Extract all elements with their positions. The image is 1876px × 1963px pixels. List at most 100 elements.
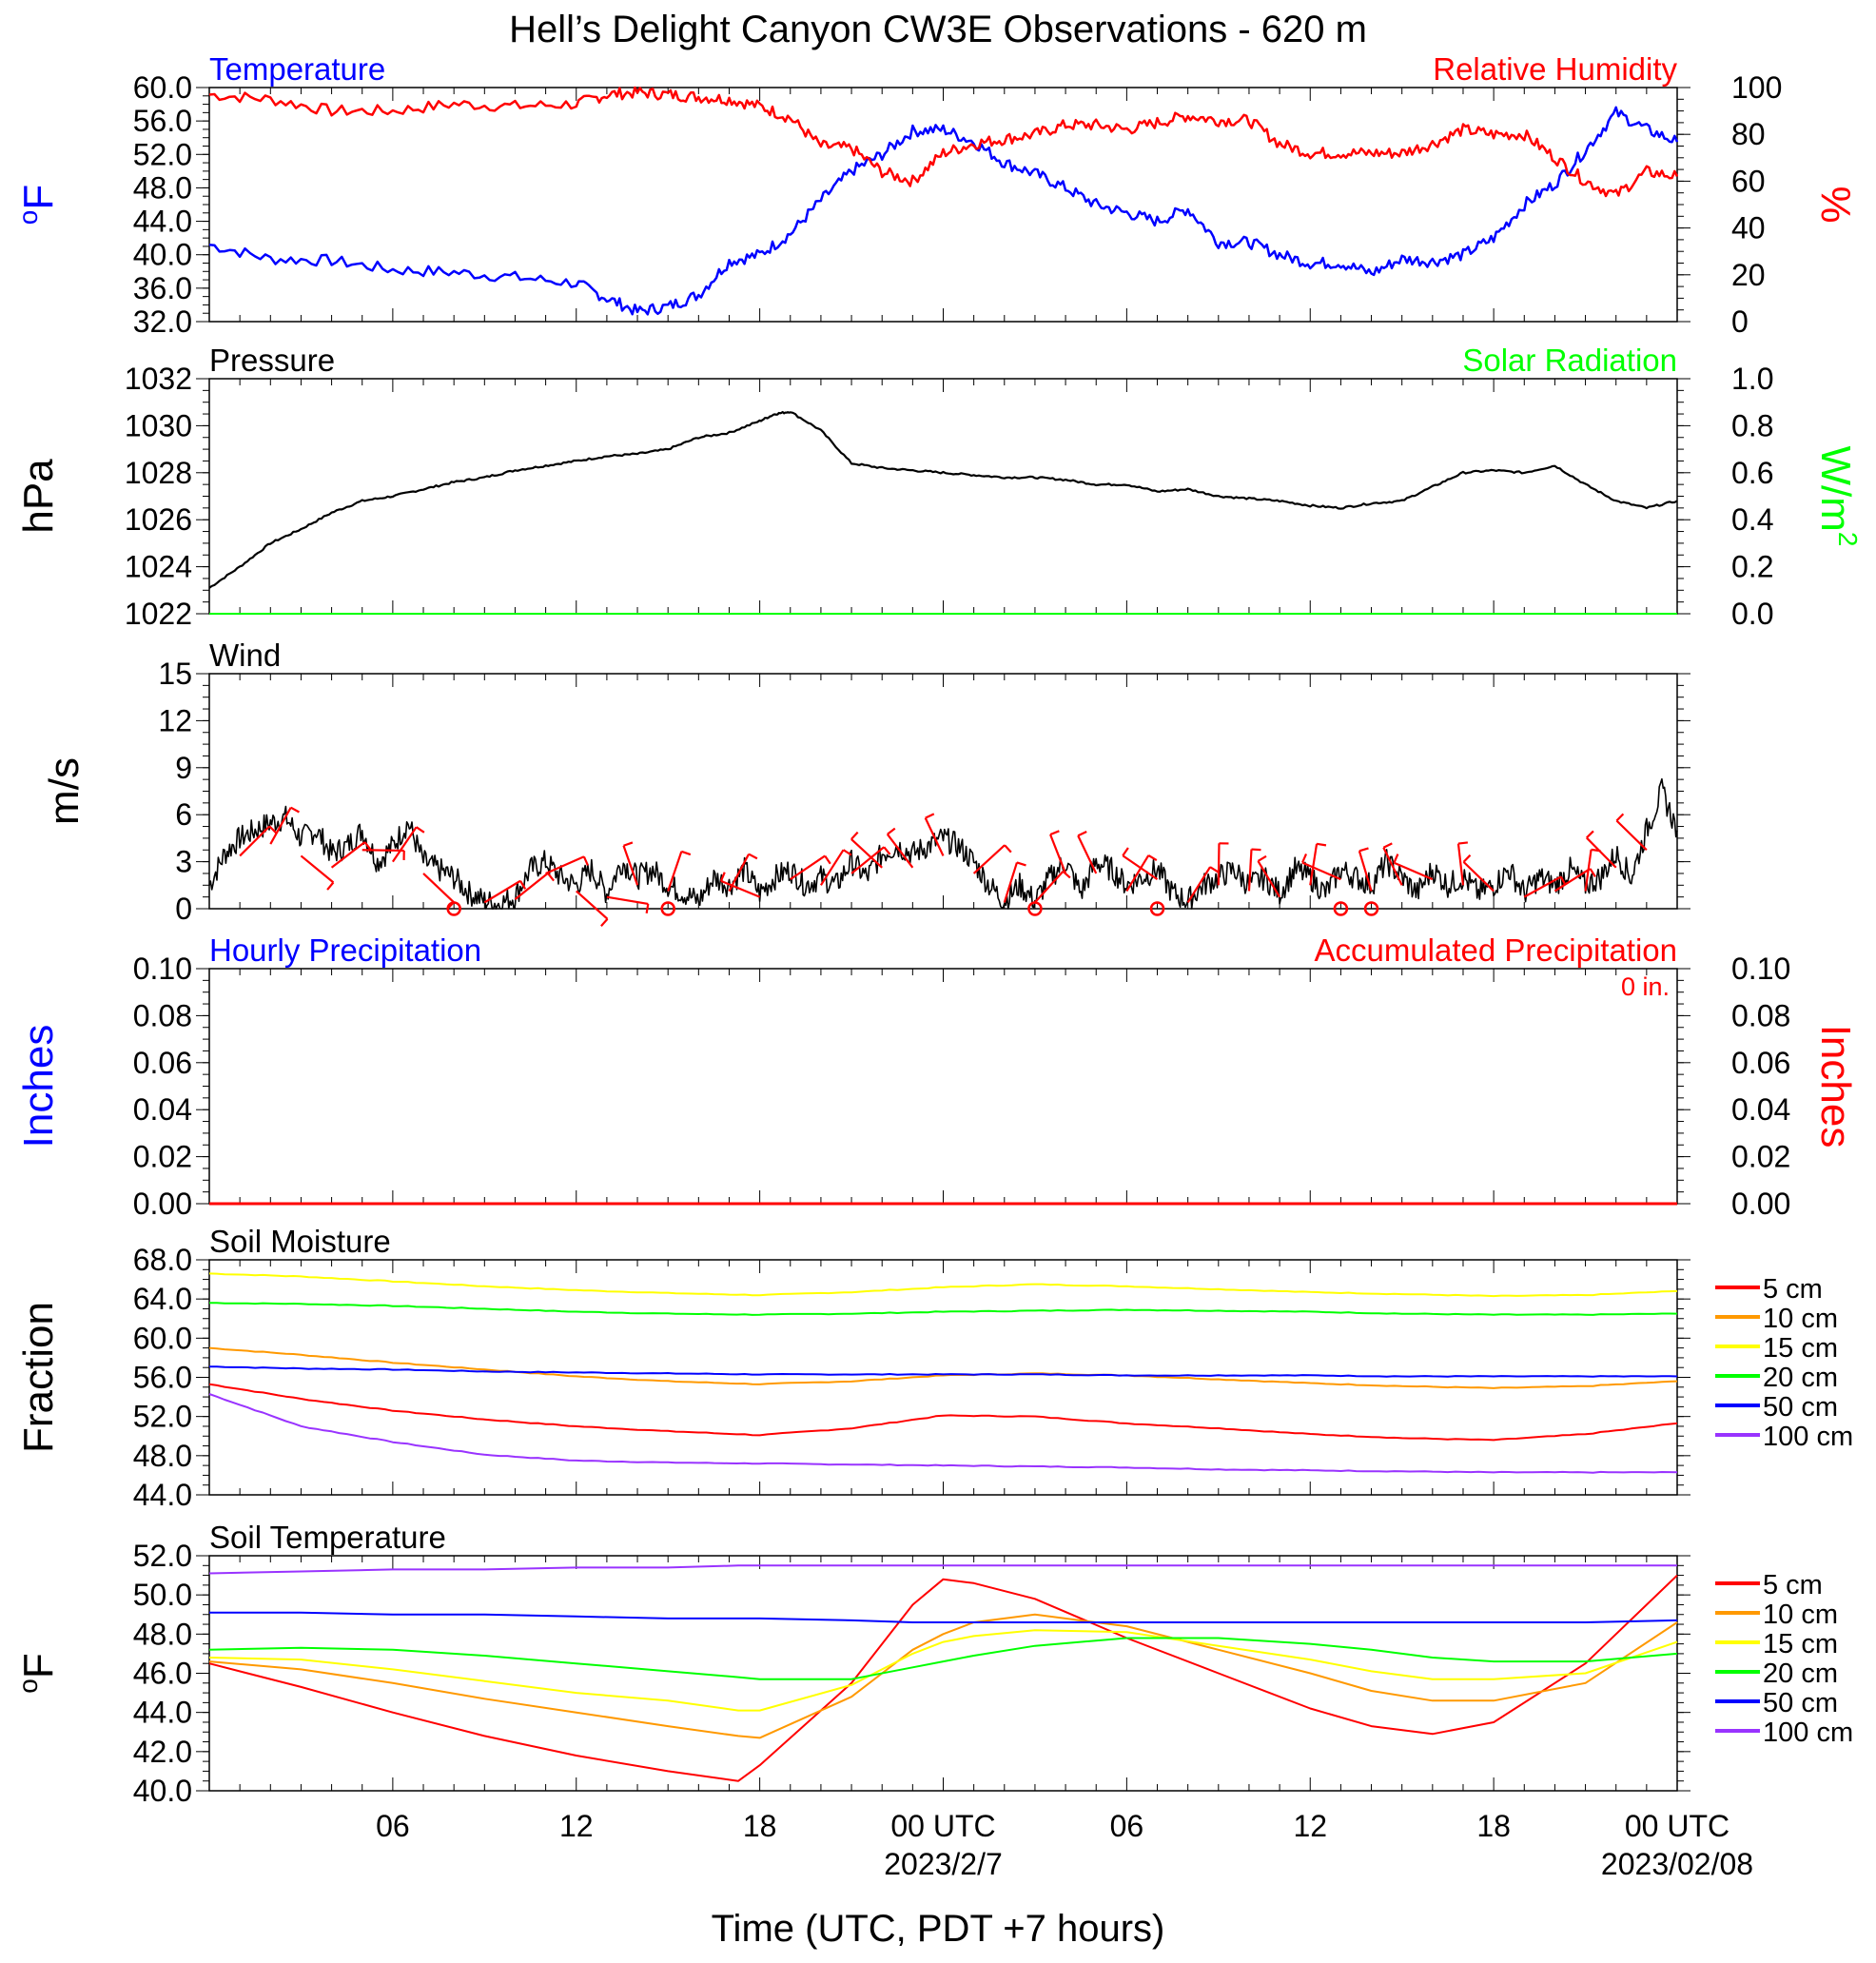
panel-4-frame xyxy=(209,969,1677,1204)
x-tick-label: 12 xyxy=(1293,1809,1327,1843)
wind-barb xyxy=(1078,835,1096,874)
panel-1-y2-tick-label: 80 xyxy=(1731,117,1766,151)
panel-1-y2-tick-label: 60 xyxy=(1731,164,1766,198)
panel-2-left-axis-label: hPa xyxy=(15,459,62,534)
panel-2-right-axis-label: W/m2 xyxy=(1812,446,1863,547)
panel-6-legend-label-5cm: 5 cm xyxy=(1763,1570,1823,1600)
panel-6-y-tick-label: 48.0 xyxy=(133,1617,192,1651)
panel-3-title: Wind xyxy=(209,638,281,673)
panel-6-y-tick-label: 52.0 xyxy=(133,1539,192,1573)
soil-moisture-15cm xyxy=(209,1273,1677,1296)
wind-barb-flag xyxy=(1123,848,1128,855)
pressure-series xyxy=(209,412,1677,588)
wind-barb xyxy=(607,897,648,904)
date-label: 2023/2/7 xyxy=(884,1847,1003,1881)
axis-label-text: oF xyxy=(13,1653,62,1693)
panel-2-y2-tick-label: 1.0 xyxy=(1731,362,1773,396)
panel-1-title-right: Relative Humidity xyxy=(1433,51,1677,87)
axis-label-text: hPa xyxy=(15,459,62,534)
wind-barb-flag xyxy=(749,854,757,859)
panel-6-y-tick-label: 46.0 xyxy=(133,1657,192,1691)
panel-6-legend-label-100cm: 100 cm xyxy=(1763,1718,1853,1748)
x-tick-label: 18 xyxy=(743,1809,777,1843)
panel-5-legend-label-20cm: 20 cm xyxy=(1763,1363,1838,1393)
panel-2-title-left: Pressure xyxy=(209,343,335,378)
panel-1-title-left: Temperature xyxy=(209,51,385,87)
panel-5-y-tick-label: 48.0 xyxy=(133,1439,192,1473)
panel-1-y-tick-label: 32.0 xyxy=(133,304,192,339)
panel-1-y-tick-label: 56.0 xyxy=(133,104,192,138)
wind-barb-flag xyxy=(1616,814,1623,820)
panel-1-y2-tick-label: 20 xyxy=(1731,258,1766,292)
x-tick-label: 06 xyxy=(376,1809,410,1843)
wind-barb-flag xyxy=(291,808,300,813)
panel-4-y2-tick-label: 0.10 xyxy=(1731,952,1790,986)
panel-1-y-tick-label: 52.0 xyxy=(133,137,192,171)
panel-4-title-left: Hourly Precipitation xyxy=(209,932,481,968)
panel-4-y-tick-label: 0.04 xyxy=(133,1092,192,1127)
panel-4-y2-tick-label: 0.04 xyxy=(1731,1092,1790,1127)
panel-4-left-axis-label: Inches xyxy=(15,1025,62,1148)
axis-label-text: m/s xyxy=(41,757,88,825)
x-tick-label: 00 UTC xyxy=(1625,1809,1729,1843)
wind-barb-flag xyxy=(1258,856,1266,861)
panel-1-y-tick-label: 36.0 xyxy=(133,271,192,305)
wind-barb-flag xyxy=(1017,862,1026,865)
wind-barb-flag xyxy=(624,842,633,845)
wind-barb xyxy=(362,850,404,851)
wind-barb-flag xyxy=(1005,845,1011,852)
x-tick-label: 12 xyxy=(559,1809,594,1843)
panel-2-title-right: Solar Radiation xyxy=(1462,343,1677,378)
wind-speed-series xyxy=(209,779,1677,909)
soil-temp-50cm xyxy=(209,1613,1677,1622)
panel-2-y2-tick-label: 0.0 xyxy=(1731,597,1773,631)
panel-6-y-tick-label: 40.0 xyxy=(133,1774,192,1808)
date-label: 2023/02/08 xyxy=(1601,1847,1753,1881)
wind-barb-flag xyxy=(1458,842,1468,843)
panel-2-y-tick-label: 1028 xyxy=(125,456,192,490)
soil-moisture-100cm xyxy=(209,1394,1677,1473)
wind-barb xyxy=(1219,843,1220,885)
panel-5-left-axis-label: Fraction xyxy=(15,1302,62,1453)
panel-4-y-tick-label: 0.06 xyxy=(133,1046,192,1080)
wind-barb-flag xyxy=(1394,854,1397,863)
panel-3-y-tick-label: 12 xyxy=(158,703,192,737)
wind-barb-flag xyxy=(825,855,831,863)
axis-label-text: % xyxy=(1812,186,1859,223)
panel-4-y2-tick-label: 0.02 xyxy=(1731,1140,1790,1174)
soil-temp-15cm xyxy=(209,1630,1677,1710)
panel-2-frame xyxy=(209,379,1677,614)
panel-5-y-tick-label: 44.0 xyxy=(133,1478,192,1512)
panel-4-y2-tick-label: 0.06 xyxy=(1731,1046,1790,1080)
panel-5-title: Soil Moisture xyxy=(209,1224,391,1259)
panel-4-y2-tick-label: 0.00 xyxy=(1731,1187,1790,1221)
wind-barb-flag xyxy=(851,833,858,839)
panel-5-y-tick-label: 68.0 xyxy=(133,1243,192,1277)
panel-2-y2-tick-label: 0.4 xyxy=(1731,502,1773,537)
panel-4-y-tick-label: 0.02 xyxy=(133,1140,192,1174)
x-tick-label: 06 xyxy=(1110,1809,1144,1843)
wind-barb-flag xyxy=(1251,850,1260,851)
wind-barb-flag xyxy=(327,882,333,890)
wind-barb xyxy=(1458,844,1463,886)
panel-1-y-tick-label: 40.0 xyxy=(133,238,192,272)
panel-2-y-tick-label: 1022 xyxy=(125,597,192,631)
wind-barb-flag xyxy=(681,852,690,854)
soil-moisture-10cm xyxy=(209,1348,1677,1388)
panel-1-y2-tick-label: 0 xyxy=(1731,304,1749,339)
wind-barb-flag xyxy=(1148,855,1157,860)
panel-3-y-tick-label: 3 xyxy=(175,845,192,879)
panel-6-legend-label-50cm: 50 cm xyxy=(1763,1688,1838,1718)
panel-5-legend-label-10cm: 10 cm xyxy=(1763,1304,1838,1334)
panel-4-title-right: Accumulated Precipitation xyxy=(1314,932,1677,968)
wind-barb-flag xyxy=(1359,848,1369,851)
panel-5-legend-label-100cm: 100 cm xyxy=(1763,1422,1853,1452)
soil-moisture-20cm xyxy=(209,1303,1677,1315)
panel-1-y-tick-label: 44.0 xyxy=(133,205,192,239)
panel-6-y-tick-label: 42.0 xyxy=(133,1735,192,1769)
panel-5-y-tick-label: 56.0 xyxy=(133,1361,192,1395)
axis-label-text: oF xyxy=(13,185,62,225)
wind-barb-flag xyxy=(1078,832,1086,835)
wind-barb-flag xyxy=(584,856,588,865)
